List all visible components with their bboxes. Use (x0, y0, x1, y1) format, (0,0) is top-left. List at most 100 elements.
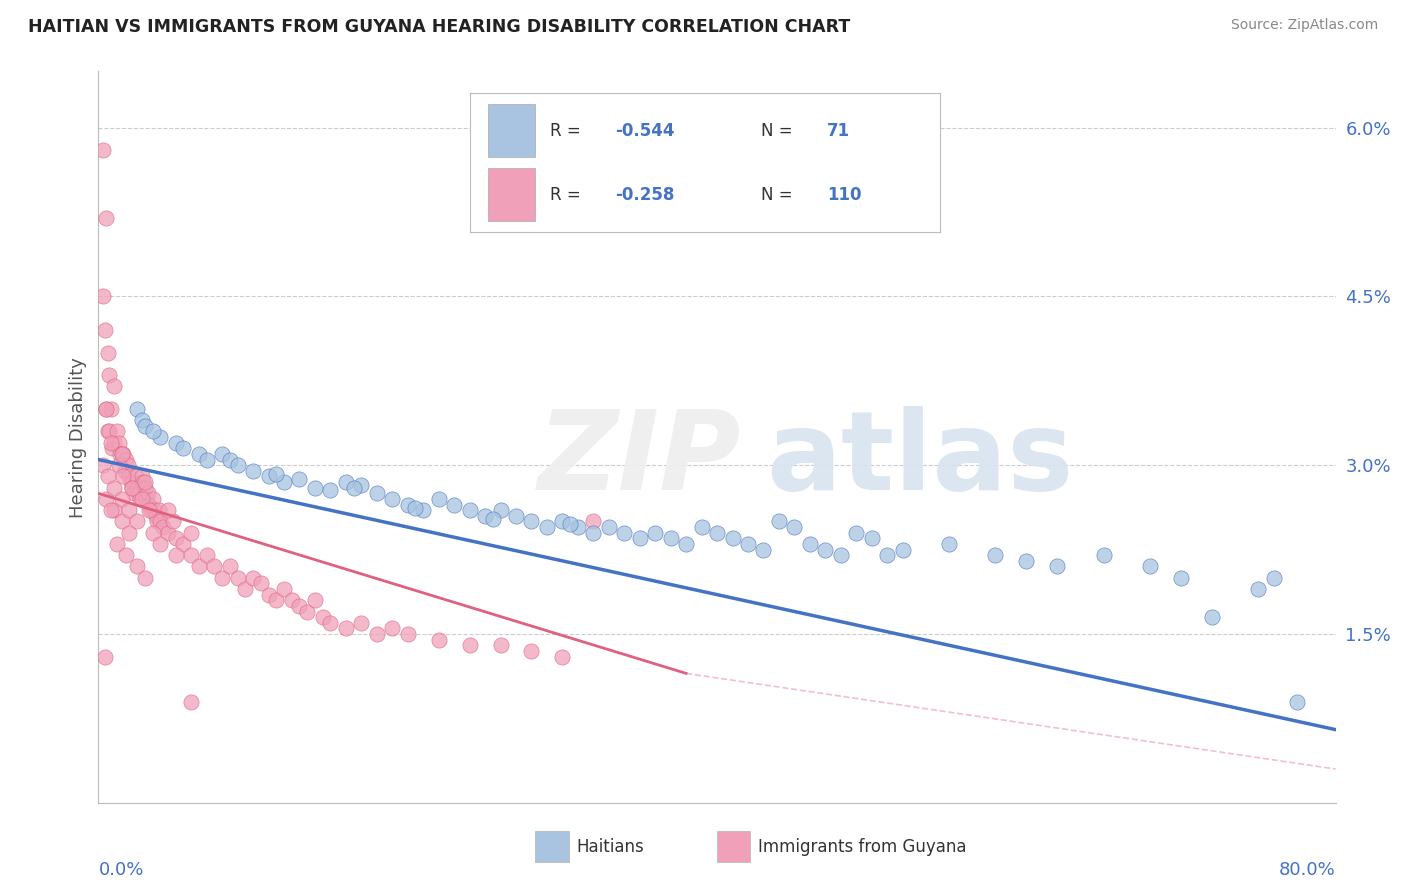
Point (1139, 559, 1161, 574)
Point (1092, 548, 1115, 562)
Text: 0.0%: 0.0% (98, 862, 143, 880)
Point (582, 525, 605, 540)
Text: HAITIAN VS IMMIGRANTS FROM GUYANA HEARING DISABILITY CORRELATION CHART: HAITIAN VS IMMIGRANTS FROM GUYANA HEARIN… (28, 18, 851, 36)
Point (180, 548, 202, 562)
Point (481, 512, 505, 526)
Point (180, 525, 202, 540)
Point (427, 632, 450, 647)
Point (783, 520, 806, 534)
Point (97, 345, 120, 359)
Point (111, 515, 134, 529)
Point (173, 537, 195, 551)
Point (195, 548, 218, 562)
Point (257, 588, 280, 602)
Point (121, 481, 143, 495)
Point (737, 537, 759, 551)
Point (129, 491, 152, 506)
Point (103, 435, 125, 450)
Point (93, 649, 115, 664)
Point (98, 368, 121, 383)
Point (101, 442, 124, 456)
Point (706, 525, 728, 540)
Point (458, 503, 481, 517)
Point (114, 464, 136, 478)
Text: atlas: atlas (766, 406, 1074, 513)
Point (489, 638, 512, 652)
Point (118, 525, 141, 540)
Point (157, 525, 180, 540)
Point (396, 627, 419, 641)
Point (180, 694, 202, 708)
Point (112, 447, 135, 461)
Point (103, 481, 125, 495)
Point (1046, 559, 1069, 574)
Point (520, 644, 543, 658)
Point (242, 464, 264, 478)
Point (98, 425, 121, 439)
Point (520, 515, 543, 529)
Y-axis label: Hearing Disability: Hearing Disability (69, 357, 87, 517)
Point (242, 571, 264, 585)
Point (188, 559, 211, 574)
Point (582, 515, 605, 529)
Point (103, 379, 125, 393)
Text: Source: ZipAtlas.com: Source: ZipAtlas.com (1230, 18, 1378, 32)
Point (335, 621, 357, 635)
Point (127, 401, 149, 416)
Point (567, 520, 589, 534)
Point (149, 430, 172, 444)
Point (1201, 610, 1223, 624)
Point (142, 425, 165, 439)
Point (350, 478, 373, 492)
Point (146, 515, 169, 529)
Text: ZIP: ZIP (538, 406, 742, 513)
Point (830, 548, 852, 562)
Point (121, 481, 143, 495)
Point (195, 452, 218, 467)
Point (343, 481, 366, 495)
Point (250, 576, 273, 591)
Point (768, 515, 790, 529)
Point (211, 571, 233, 585)
Point (138, 503, 160, 517)
Point (127, 559, 149, 574)
Point (876, 548, 898, 562)
Point (226, 571, 249, 585)
Point (96, 211, 118, 225)
Point (814, 542, 837, 557)
Point (142, 491, 165, 506)
Point (860, 532, 883, 546)
Point (644, 525, 666, 540)
Point (335, 475, 357, 489)
Point (938, 537, 960, 551)
Point (91, 458, 114, 473)
Point (96, 401, 118, 416)
Point (219, 452, 242, 467)
Point (235, 582, 257, 596)
Point (366, 627, 388, 641)
Text: 80.0%: 80.0% (1279, 862, 1336, 880)
Point (96, 401, 118, 416)
Point (131, 469, 153, 483)
Point (628, 532, 651, 546)
Point (350, 615, 373, 630)
Point (135, 491, 157, 506)
Point (304, 481, 326, 495)
Point (458, 638, 481, 652)
Point (165, 435, 187, 450)
Point (659, 532, 682, 546)
Point (127, 515, 149, 529)
Point (474, 508, 496, 523)
Point (145, 508, 167, 523)
Point (105, 425, 128, 439)
Point (312, 610, 335, 624)
Point (138, 498, 160, 512)
Point (134, 418, 156, 433)
Point (108, 447, 131, 461)
Point (675, 537, 697, 551)
Point (613, 525, 636, 540)
Point (107, 458, 129, 473)
Point (304, 593, 326, 607)
Point (117, 458, 139, 473)
Point (288, 599, 311, 613)
